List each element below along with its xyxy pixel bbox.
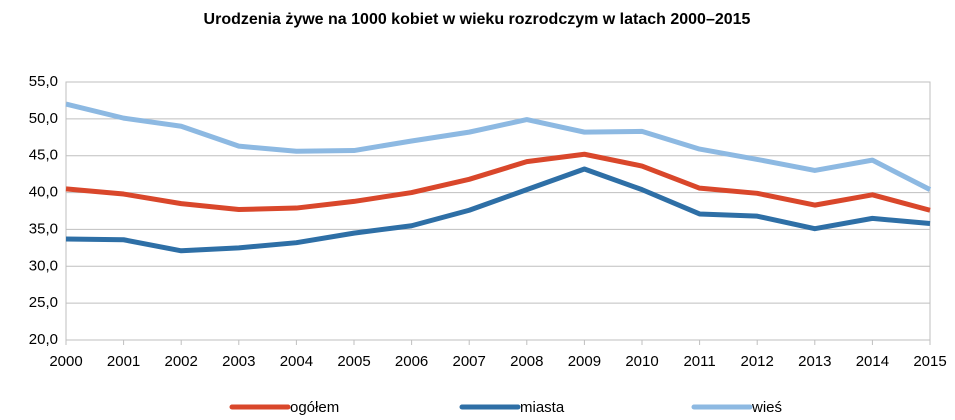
x-tick-label: 2008: [510, 353, 543, 370]
y-tick-label: 20,0: [29, 331, 58, 348]
x-tick-label: 2010: [625, 353, 658, 370]
y-tick-label: 40,0: [29, 184, 58, 201]
series-line: [65, 166, 931, 254]
x-tick-label: 2000: [49, 353, 82, 370]
y-tick-label: 50,0: [29, 110, 58, 127]
chart-title: Urodzenia żywe na 1000 kobiet w wieku ro…: [204, 11, 751, 28]
x-tick-label: 2012: [741, 353, 774, 370]
series-line: [65, 101, 932, 192]
x-tick-label: 2014: [856, 353, 889, 370]
x-tick-label: 2007: [453, 353, 486, 370]
y-tick-label: 30,0: [29, 257, 58, 274]
series-line: [65, 151, 931, 213]
legend-label: wieś: [751, 399, 782, 416]
y-tick-label: 35,0: [29, 220, 58, 237]
plot-border: [65, 81, 931, 341]
x-tick-label: 2011: [683, 353, 715, 370]
x-tick-label: 2015: [913, 353, 946, 370]
x-tick-label: 2009: [568, 353, 601, 370]
x-tick-label: 2013: [798, 353, 831, 370]
x-tick-label: 2002: [165, 353, 198, 370]
x-tick-label: 2003: [222, 353, 255, 370]
x-tick-label: 2005: [337, 353, 370, 370]
legend-label: miasta: [520, 399, 565, 416]
x-tick-label: 2001: [107, 353, 140, 370]
y-tick-label: 45,0: [29, 147, 58, 164]
x-tick-label: 2004: [280, 353, 313, 370]
legend-label: ogółem: [290, 399, 339, 416]
x-tick-label: 2006: [395, 353, 428, 370]
y-tick-label: 55,0: [29, 73, 58, 90]
y-tick-label: 25,0: [29, 294, 58, 311]
